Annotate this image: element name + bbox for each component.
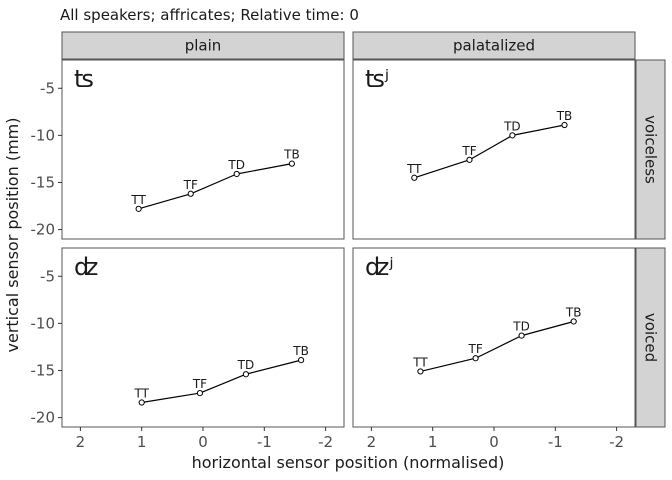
series-line-segment <box>414 159 470 179</box>
y-tick-label: -15 <box>31 173 56 191</box>
point-label-TD: TD <box>503 119 521 133</box>
point-label-TB: TB <box>283 148 300 162</box>
series-line-segment <box>190 173 237 195</box>
phone-label: ʣ <box>74 253 98 281</box>
data-point-TF <box>196 389 204 397</box>
data-point-TD <box>242 371 250 378</box>
strip-palatalized <box>352 31 636 60</box>
y-axis-title: vertical sensor position (mm) <box>3 118 22 353</box>
panel-palatalized-voiced <box>352 247 636 428</box>
x-tick-label: -2 <box>318 433 333 451</box>
series-line-segment <box>236 163 293 175</box>
data-point-TT <box>417 368 424 375</box>
data-point-TT <box>138 399 145 406</box>
data-point-TT <box>411 174 418 181</box>
point-label-TB: TB <box>565 305 582 319</box>
strip-label-voiced: voiced <box>642 313 660 362</box>
strip-plain <box>61 31 345 60</box>
x-tick-label: 0 <box>198 433 208 451</box>
point-label-TF: TF <box>461 144 476 158</box>
series-line-segment <box>199 373 247 394</box>
panel-palatalized-voiceless <box>352 59 636 240</box>
x-tick-label: 2 <box>367 433 377 451</box>
data-point-TD <box>518 332 525 339</box>
x-tick-label: 1 <box>137 433 147 451</box>
point-label-TT: TT <box>406 162 422 176</box>
series-line-segment <box>138 193 191 210</box>
point-label-TB: TB <box>556 109 573 123</box>
point-label-TD: TD <box>237 358 255 372</box>
point-label-TT: TT <box>133 387 149 401</box>
data-point-TD <box>509 132 516 139</box>
y-tick-label: -15 <box>31 361 56 379</box>
series-line-segment <box>420 357 476 372</box>
x-tick-label: 0 <box>489 433 499 451</box>
phone-label: ʣʲ <box>365 253 394 281</box>
chart-layers: plain palatalizedvoicelessvoiced-5-10-15-… <box>31 31 666 451</box>
y-tick-label: -10 <box>31 314 56 332</box>
data-point-TF <box>187 190 194 197</box>
x-axis-title: horizontal sensor position (normalised) <box>192 453 505 472</box>
strip-voiced <box>635 247 666 428</box>
point-label-TB: TB <box>292 344 309 358</box>
data-point-TT <box>135 205 142 212</box>
y-tick-label: -10 <box>31 126 56 144</box>
y-tick-label: -20 <box>31 409 56 427</box>
series-line-segment <box>475 335 522 359</box>
point-label-TD: TD <box>512 320 530 334</box>
y-tick-label: -5 <box>40 267 55 285</box>
data-point-TB <box>561 121 568 129</box>
x-tick-label: 1 <box>428 433 438 451</box>
phone-label: ʦ <box>74 65 94 93</box>
strip-voiceless <box>635 59 666 240</box>
y-tick-label: -5 <box>40 79 55 97</box>
x-tick-label: -1 <box>548 433 563 451</box>
series-line-segment <box>521 320 574 337</box>
y-tick-label: -20 <box>31 221 56 239</box>
x-tick-label: -2 <box>609 433 624 451</box>
point-label-TF: TF <box>467 342 482 356</box>
x-tick-label: 2 <box>76 433 86 451</box>
data-point-TF <box>466 156 473 163</box>
chart-title: All speakers; affricates; Relative time:… <box>60 6 359 24</box>
strip-label-plain: plain <box>185 37 222 55</box>
phone-label: ʦʲ <box>365 65 389 93</box>
series-line-segment <box>141 392 201 404</box>
point-label-TT: TT <box>130 193 146 207</box>
data-point-TB <box>570 318 577 325</box>
data-point-TD <box>233 170 240 178</box>
x-tick-label: -1 <box>257 433 272 451</box>
series-line-segment <box>245 359 302 375</box>
point-label-TD: TD <box>227 158 245 172</box>
data-point-TB <box>297 357 305 364</box>
point-label-TF: TF <box>183 178 198 192</box>
panel-plain-voiced <box>61 247 345 428</box>
strip-label-palatalized: palatalized <box>453 37 535 55</box>
point-label-TF: TF <box>192 377 207 391</box>
series-line-segment <box>512 124 565 136</box>
series-line-segment <box>469 134 513 161</box>
data-point-TB <box>288 160 295 167</box>
point-label-TT: TT <box>412 355 428 369</box>
data-point-TF <box>472 355 479 362</box>
panel-plain-voiceless <box>61 59 345 240</box>
strip-label-voiceless: voiceless <box>642 115 660 184</box>
